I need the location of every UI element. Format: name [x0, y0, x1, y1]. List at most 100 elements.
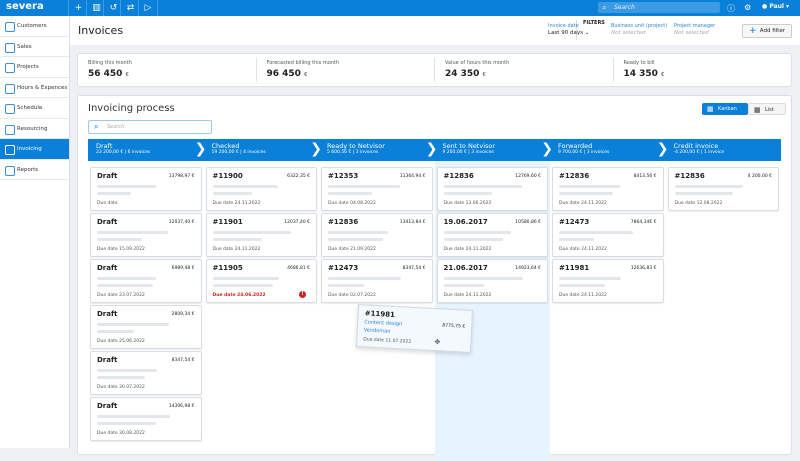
invoice-card[interactable]: 21.06.2017 14923,64 € Due date 24.11.2022 — [436, 259, 548, 303]
invoice-card[interactable]: #12473 8347,54 € Due date 02.07.2022 — [321, 259, 433, 303]
sidebar-item-invoicing[interactable]: Invoicing — [0, 139, 69, 160]
filter-project-manager[interactable]: Not selected — [674, 30, 709, 36]
invoice-card[interactable]: #12836 8413,56 € Due date 24.11.2022 — [552, 167, 664, 211]
transfer-icon[interactable]: ⇄ — [120, 0, 140, 16]
card-title: Draft — [97, 172, 118, 180]
card-due-date: Due date 11.07.2022 — [363, 337, 412, 345]
card-due-date: Due date 21.09.2022 — [328, 247, 376, 252]
sidebar-item-hours[interactable]: Hours & Expences — [0, 78, 69, 98]
card-due-date: Due date 30.08.2022 — [97, 431, 145, 436]
global-search-input[interactable]: Search — [598, 2, 720, 13]
sidebar-item-resourcing[interactable]: Resourcing — [0, 119, 69, 139]
card-due-date: Due date — [97, 201, 118, 206]
stage-summary: 9 200,00 € | 3 invoices — [442, 150, 494, 155]
card-title: #12473 — [328, 264, 359, 272]
card-amount: 4686,81 € — [287, 266, 310, 271]
invoice-card[interactable]: #11905 4686,81 € Due date 24.06.2022! — [205, 259, 317, 303]
invoice-card[interactable]: #12836 4 200,00 € Due date 12.08.2022 — [667, 167, 779, 211]
view-list-button[interactable]: List — [748, 103, 786, 116]
sidebar-item-customers[interactable]: Customers — [0, 16, 69, 37]
invoice-card[interactable]: #11901 12037,40 € Due date 24.11.2022 — [205, 213, 317, 257]
invoice-card[interactable]: Draft 2809,34 € Due date 25.06.2022 — [90, 305, 202, 349]
history-icon[interactable]: ↺ — [103, 0, 123, 16]
invoice-card[interactable]: Draft 12037,40 € Due date 15.09.2022 — [90, 213, 202, 257]
chevron-right-icon: ❯ — [425, 141, 438, 157]
stat-label: Forecasted billing this month — [266, 60, 340, 66]
dragging-card[interactable]: #11981 8775,75 € Content design Vendeman… — [355, 304, 474, 353]
stage-name: Ready to Netvisor — [327, 142, 385, 150]
card-title: #12473 — [559, 218, 590, 226]
invoice-card[interactable]: #12353 11364,94 € Due date 04.08.2022 — [321, 167, 433, 211]
placeholder-line — [443, 185, 523, 188]
card-title: #12836 — [443, 172, 474, 180]
card-due-date: Due date 24.11.2022 — [559, 201, 607, 206]
kanban-column: #12353 11364,94 € Due date 04.08.2022 #1283… — [319, 161, 435, 461]
placeholder-line — [559, 192, 613, 195]
invoice-card[interactable]: Draft 8347,54 € Due date 30.07.2022 — [90, 351, 202, 395]
placeholder-line — [212, 231, 291, 234]
placeholder-line — [559, 284, 605, 287]
gear-icon[interactable]: ⚙ — [744, 3, 752, 12]
placeholder-line — [559, 231, 634, 234]
card-title: Draft — [97, 264, 118, 272]
stage-header-checked[interactable]: Checked 19 200,00 € | 4 invoices ❯ — [204, 139, 323, 161]
chevron-right-icon: ❯ — [310, 141, 322, 157]
card-amount: 8347,54 € — [402, 266, 426, 271]
invoice-card[interactable]: #12836 13413,84 € Due date 21.09.2022 — [321, 213, 433, 257]
placeholder-line — [443, 192, 493, 195]
kanban-column: #12836 8413,56 € Due date 24.11.2022 #12473… — [550, 161, 666, 461]
invoice-card[interactable]: Draft 13798,97 € Due date — [90, 167, 202, 211]
sidebar-item-schedule[interactable]: Schedule — [0, 98, 69, 119]
stat-label: Ready to bill — [623, 60, 655, 66]
severa-logo[interactable]: severa — [6, 1, 44, 12]
kanban-search-input[interactable]: Search — [88, 120, 212, 134]
stage-header-draft[interactable]: Draft 23 200,00 € | 6 invoices ❯ — [88, 139, 207, 161]
invoice-card[interactable]: #11900 6322,35 € Due date 24.11.2022 — [205, 167, 317, 211]
placeholder-line — [328, 185, 401, 188]
placeholder-line — [559, 277, 622, 280]
stage-header-bar: Draft 23 200,00 € | 6 invoices ❯ Checked 19 … — [88, 139, 781, 161]
placeholder-line — [97, 277, 157, 280]
card-amount: 13413,84 € — [399, 220, 426, 225]
play-icon[interactable]: ▷ — [138, 0, 158, 16]
stage-header-ready-to-netvisor[interactable]: Ready to Netvisor 5 600,56 € | 3 invoices… — [319, 139, 438, 161]
placeholder-line — [443, 231, 511, 234]
sidebar-item-sales[interactable]: Sales — [0, 37, 69, 57]
card-due-date: Due date 24.11.2022 — [443, 247, 492, 252]
stage-header-sent-to-netvisor[interactable]: Sent to Netvisor 9 200,00 € | 3 invoices ❯ — [435, 139, 554, 161]
card-title: Draft — [97, 218, 118, 226]
user-menu[interactable]: ● Paul ▾ — [762, 3, 790, 10]
card-title: Draft — [97, 402, 118, 410]
filter-business-unit[interactable]: Not selected — [611, 30, 646, 36]
filters-label: FILTERS — [576, 20, 605, 40]
chart-icon[interactable]: ▥ — [86, 0, 106, 16]
placeholder-line — [97, 231, 169, 234]
invoice-card[interactable]: #12836 12769,60 € Due date 13.06.2022 — [436, 167, 548, 211]
invoice-card[interactable]: #12473 7864,34€ € Due date 24.11.2022 — [552, 213, 664, 257]
placeholder-line — [328, 277, 402, 280]
sidebar: Customers Sales Projects Hours & Expences Sc… — [0, 16, 70, 448]
help-icon[interactable]: ⓘ — [727, 4, 735, 13]
section-title: Invoicing process — [88, 103, 175, 114]
view-kanban-button[interactable]: Kanban — [702, 103, 748, 115]
placeholder-line — [443, 238, 503, 241]
sidebar-item-projects[interactable]: Projects — [0, 57, 69, 78]
placeholder-line — [328, 192, 372, 195]
plus-icon[interactable]: + — [68, 0, 88, 16]
invoice-card[interactable]: 19.06.2017 10580,86 € Due date 24.11.2022 — [436, 213, 548, 257]
invoice-card[interactable]: #11981 12636,83 € Due date 24.11.2022 — [552, 259, 664, 303]
card-title: Draft — [97, 310, 118, 318]
stage-header-credit-invoice[interactable]: Credit invoice -4 200,00 € | 1 invoice — [666, 139, 782, 161]
invoice-card[interactable]: Draft 6989,48 € Due date 23.07.2022 — [90, 259, 202, 303]
sidebar-item-reports[interactable]: Reports — [0, 160, 69, 180]
add-filter-button[interactable]: + Add filter — [742, 24, 792, 38]
placeholder-line — [328, 231, 389, 234]
invoice-card[interactable]: Draft 14306,98 € Due date 30.08.2022 — [90, 397, 202, 441]
card-due-date: Due date 02.07.2022 — [328, 293, 376, 298]
card-due-date: Due date 12.08.2022 — [674, 201, 723, 206]
stat-value: 56 450 — [88, 69, 123, 79]
filter-project-manager-label: Project manager — [674, 23, 716, 29]
stage-header-forwarded[interactable]: Forwarded 9 700,00 € | 3 invoices ❯ — [550, 139, 669, 161]
placeholder-line — [559, 185, 621, 188]
filter-invoice-date[interactable]: Last 90 days ⌄ — [548, 30, 590, 36]
